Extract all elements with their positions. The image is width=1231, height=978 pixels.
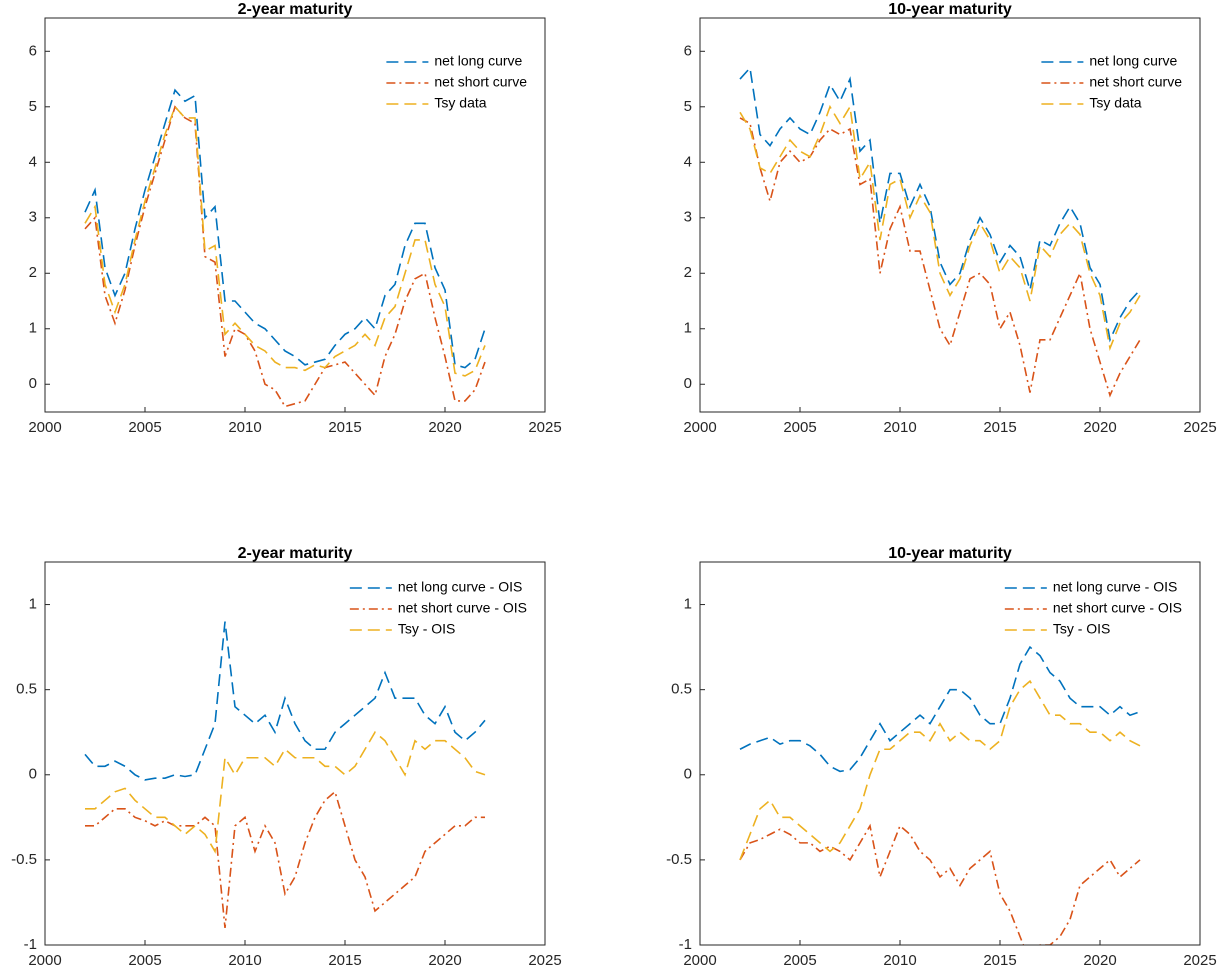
x-tick-label: 2000 xyxy=(28,952,61,969)
series-group xyxy=(739,645,1141,945)
legend-label: net short curve - OIS xyxy=(1053,600,1182,616)
x-tick-label: 2015 xyxy=(983,952,1016,969)
plot-area xyxy=(45,18,545,412)
legend-label: net long curve xyxy=(434,53,522,69)
y-tick-label: 6 xyxy=(684,42,692,59)
panel: 2-year maturity 2000 2005 2010 2015 2020 2025 -… xyxy=(11,545,562,969)
x-tick-label: 2015 xyxy=(328,952,361,969)
x-tick-label: 2010 xyxy=(228,419,261,436)
x-tick-label: 2025 xyxy=(528,952,561,969)
x-tick-label: 2025 xyxy=(528,419,561,436)
y-tick-label: 2 xyxy=(684,264,692,281)
y-tick-label: 0 xyxy=(684,766,692,783)
legend-label: net short curve xyxy=(434,74,527,90)
chart-title: 10-year maturity xyxy=(888,1,1012,18)
x-tick-label: 2020 xyxy=(1083,419,1116,436)
panel: 2-year maturity 2000 2005 2010 2015 2020 2025 0… xyxy=(28,1,561,436)
legend-label: net short curve - OIS xyxy=(398,600,527,616)
series-line xyxy=(85,790,485,929)
legend-label: Tsy - OIS xyxy=(398,621,456,637)
x-tick-label: 2010 xyxy=(883,952,916,969)
y-tick-label: 1 xyxy=(29,320,37,337)
series-line xyxy=(84,105,486,377)
x-tick-label: 2000 xyxy=(683,952,716,969)
series-line xyxy=(739,66,1141,343)
x-tick-label: 2005 xyxy=(783,419,816,436)
y-tick-label: 3 xyxy=(29,209,37,226)
y-tick-label: 1 xyxy=(684,596,692,613)
x-tick-label: 2000 xyxy=(28,419,61,436)
chart-title: 10-year maturity xyxy=(888,545,1012,562)
x-tick-label: 2005 xyxy=(128,952,161,969)
legend-label: net long curve xyxy=(1089,53,1177,69)
y-tick-label: -1 xyxy=(679,936,692,953)
y-tick-label: 0 xyxy=(29,375,37,392)
y-tick-label: 2 xyxy=(29,264,37,281)
y-tick-label: 4 xyxy=(684,153,692,170)
y-tick-label: -0.5 xyxy=(11,851,37,868)
legend-label: Tsy data xyxy=(1089,95,1141,111)
y-tick-label: 0.5 xyxy=(671,681,692,698)
axes-box xyxy=(699,17,1201,413)
series-line xyxy=(84,88,486,369)
legend-label: net long curve - OIS xyxy=(398,579,523,595)
legend-label: net short curve xyxy=(1089,74,1182,90)
series-line xyxy=(84,621,486,781)
series-line xyxy=(739,823,1141,945)
y-tick-label: 4 xyxy=(29,153,37,170)
series-line xyxy=(739,104,1141,352)
legend-label: net long curve - OIS xyxy=(1053,579,1178,595)
series-group xyxy=(84,621,486,929)
x-tick-label: 2020 xyxy=(428,419,461,436)
y-tick-label: 1 xyxy=(684,320,692,337)
y-tick-label: 0 xyxy=(29,766,37,783)
x-tick-label: 2025 xyxy=(1183,419,1216,436)
x-tick-label: 2020 xyxy=(1083,952,1116,969)
panel: 10-year maturity 2000 2005 2010 2015 2020 2025… xyxy=(666,545,1217,969)
x-tick-label: 2020 xyxy=(428,952,461,969)
series-line xyxy=(739,679,1141,861)
x-tick-label: 2025 xyxy=(1183,952,1216,969)
y-tick-label: -1 xyxy=(24,936,37,953)
x-tick-label: 2010 xyxy=(883,419,916,436)
axes-box xyxy=(44,561,546,946)
plot-area xyxy=(700,562,1200,945)
x-tick-label: 2005 xyxy=(783,952,816,969)
series-line xyxy=(84,105,486,408)
y-tick-label: 3 xyxy=(684,209,692,226)
x-tick-label: 2015 xyxy=(328,419,361,436)
axes-box xyxy=(699,561,1201,946)
y-tick-label: 5 xyxy=(684,98,692,115)
y-tick-label: 5 xyxy=(29,98,37,115)
y-tick-label: -0.5 xyxy=(666,851,692,868)
y-tick-label: 1 xyxy=(29,596,37,613)
axes-box xyxy=(44,17,546,413)
plot-area xyxy=(700,18,1200,412)
series-group xyxy=(84,88,486,408)
x-tick-label: 2000 xyxy=(683,419,716,436)
chart-title: 2-year maturity xyxy=(238,545,353,562)
x-tick-label: 2010 xyxy=(228,952,261,969)
x-tick-label: 2005 xyxy=(128,419,161,436)
y-tick-label: 0.5 xyxy=(16,681,37,698)
series-group xyxy=(739,66,1141,398)
series-line xyxy=(739,117,1141,398)
legend-label: Tsy - OIS xyxy=(1053,621,1111,637)
chart-title: 2-year maturity xyxy=(238,1,353,18)
x-tick-label: 2015 xyxy=(983,419,1016,436)
series-line xyxy=(739,645,1141,773)
legend-label: Tsy data xyxy=(434,95,486,111)
y-tick-label: 0 xyxy=(684,375,692,392)
plot-area xyxy=(45,562,545,945)
y-tick-label: 6 xyxy=(29,42,37,59)
